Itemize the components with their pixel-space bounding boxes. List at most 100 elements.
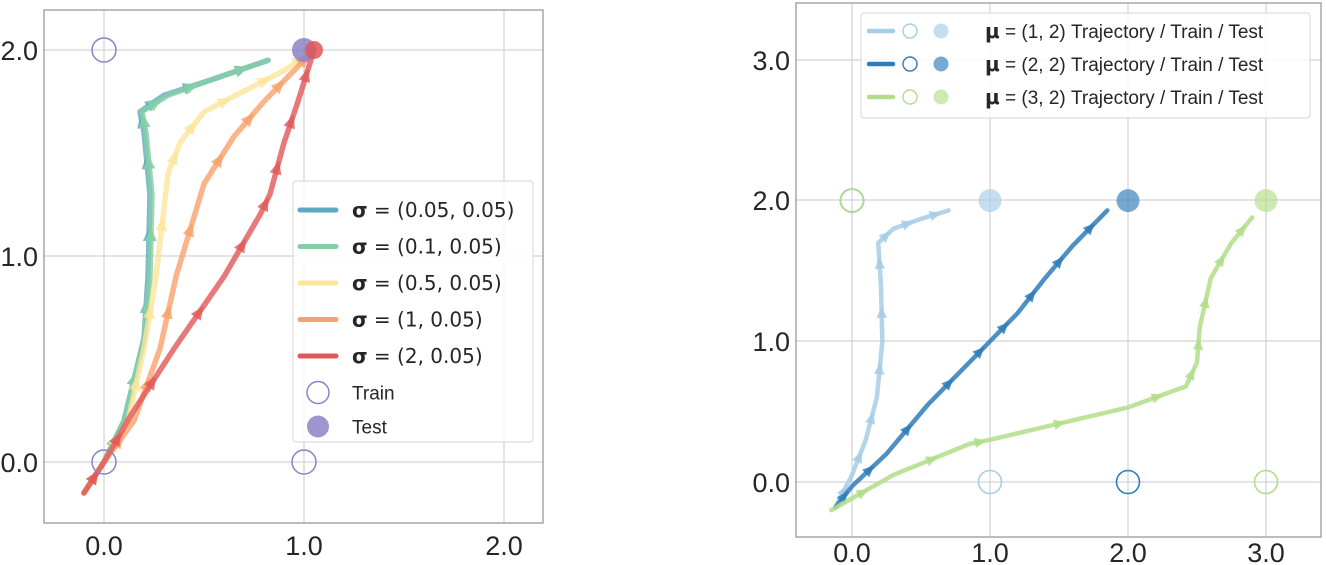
trajectory-arrow-icon — [900, 423, 912, 437]
legend-label: σ = (0.1, 0.05) — [352, 235, 502, 259]
train-marker — [91, 37, 117, 63]
left-ytick: 2.0 — [0, 36, 38, 66]
legend-test-swatch — [933, 56, 949, 72]
trajectory-arrow-icon — [216, 97, 232, 110]
left-xtick: 1.0 — [285, 531, 323, 561]
trajectory-arrow-icon — [190, 306, 204, 321]
right-trajectories — [829, 208, 1255, 513]
trajectory-arrow-icon — [257, 197, 269, 213]
trajectory-arrow-icon — [109, 432, 121, 448]
legend-label: σ = (0.05, 0.05) — [352, 198, 514, 222]
right-plot-frame — [795, 2, 1322, 538]
left-legend: σ = (0.05, 0.05) σ = (0.1, 0.05) σ = (0.5,… — [292, 180, 534, 443]
legend-train-swatch — [902, 23, 918, 39]
trajectory-arrow-icon — [855, 489, 869, 500]
trajectory-arrow-icon — [256, 77, 272, 89]
right-xtick: 0.0 — [833, 538, 871, 565]
right-legend: μ = (1, 2) Trajectory / Train / Test μ = … — [860, 12, 1311, 119]
trajectory-arrow-icon — [270, 80, 285, 95]
test-marker — [1116, 189, 1140, 213]
left-ytick: 0.0 — [0, 448, 38, 478]
trajectory-arrow-icon — [233, 65, 249, 78]
trajectory-arrow-icon — [876, 306, 888, 319]
right-markers — [839, 188, 1279, 495]
trajectory-arrow-icon — [1199, 295, 1210, 309]
test-marker — [978, 189, 1002, 213]
trajectory-arrow-icon — [144, 227, 157, 242]
left-xtick: 2.0 — [485, 531, 523, 561]
trajectory-arrow-icon — [182, 222, 195, 238]
trajectory-arrow-icon — [139, 114, 151, 129]
right-xtick: 2.0 — [1109, 538, 1147, 565]
trajectory-arrow-icon — [1082, 223, 1095, 236]
left-trajectories — [81, 47, 317, 496]
right-xtick: 3.0 — [1247, 538, 1285, 565]
trajectory-arrow-icon — [183, 120, 197, 136]
train-marker — [1253, 469, 1279, 495]
trajectory-arrow-icon — [143, 155, 156, 170]
trajectory-arrow-icon — [852, 450, 862, 464]
trajectory-arrow-icon — [160, 304, 173, 320]
trajectory-arrow-icon — [147, 99, 162, 112]
trajectory-arrow-icon — [210, 153, 224, 169]
trajectory-arrow-icon — [233, 238, 247, 254]
train-marker — [91, 449, 117, 475]
left-xtick: 0.0 — [85, 531, 123, 561]
trajectory-arrow-icon — [928, 211, 942, 222]
legend-label: μ = (3, 2) Trajectory / Train / Test — [985, 85, 1264, 109]
trajectory-arrow-icon — [972, 346, 985, 360]
trajectory-arrow-icon — [155, 217, 168, 232]
trajectory-arrow-icon — [996, 322, 1009, 335]
trajectory-arrow-icon — [862, 465, 875, 478]
trajectory-arrow-icon — [283, 114, 295, 130]
legend-train-swatch — [306, 380, 330, 405]
trajectory-arrow-icon — [1051, 256, 1064, 269]
legend-label: σ = (2, 0.05) — [352, 344, 483, 368]
trajectory-arrow-icon — [1053, 419, 1066, 430]
legend-label: μ = (2, 2) Trajectory / Train / Test — [985, 52, 1264, 76]
trajectory-arrow-icon — [874, 256, 886, 270]
trajectory-arrow-icon — [1184, 368, 1195, 382]
left-markers — [91, 37, 323, 475]
trajectory-arrow-icon — [183, 83, 199, 95]
trajectory-arrow-icon — [900, 220, 914, 231]
right-ytick: 3.0 — [752, 46, 790, 76]
legend-test-swatch — [933, 23, 949, 39]
legend-label: Train — [352, 384, 395, 405]
right-ytick: 1.0 — [752, 327, 790, 357]
trajectory-arrow-icon — [873, 362, 885, 375]
trajectory-arrow-icon — [166, 150, 178, 166]
legend-label: σ = (1, 0.05) — [352, 308, 483, 332]
trajectory-arrow-icon — [1192, 337, 1204, 351]
legend-test-swatch — [933, 89, 949, 105]
legend-train-swatch — [902, 56, 918, 72]
test-marker — [1254, 189, 1278, 213]
left-plot: 0.0 1.0 2.0 0.0 1.0 2.0 σ = (0.05, 0.05)… — [0, 9, 544, 561]
trajectory-arrow-icon — [1214, 254, 1225, 268]
trajectory-arrow-icon — [941, 378, 954, 391]
right-xtick: 1.0 — [971, 538, 1009, 565]
legend-label: Test — [352, 418, 388, 439]
trajectory-arrow-icon — [865, 411, 876, 425]
right-ytick: 0.0 — [752, 468, 790, 498]
trajectory-line — [829, 215, 1255, 513]
trajectory-arrow-icon — [1024, 290, 1036, 303]
trajectory-arrow-icon — [1150, 393, 1164, 404]
right-ytick: 2.0 — [752, 186, 790, 216]
legend-train-swatch — [902, 89, 918, 105]
left-ytick: 1.0 — [0, 242, 38, 272]
trajectory-arrow-icon — [85, 470, 99, 486]
trajectory-arrow-icon — [924, 456, 938, 467]
legend-test-swatch — [307, 415, 329, 438]
trajectory-arrow-icon — [240, 112, 255, 128]
train-marker — [1115, 469, 1141, 495]
train-marker — [977, 469, 1003, 495]
trajectory-arrow-icon — [1234, 224, 1247, 238]
right-plot: 0.0 1.0 2.0 3.0 0.0 1.0 2.0 3.0 μ = (1, … — [752, 2, 1322, 565]
trajectory-arrow-icon — [298, 68, 311, 83]
trajectory-line — [833, 208, 1110, 510]
trajectory-arrow-icon — [143, 375, 157, 391]
legend-label: σ = (0.5, 0.05) — [352, 271, 502, 295]
left-plot-frame — [43, 9, 544, 524]
